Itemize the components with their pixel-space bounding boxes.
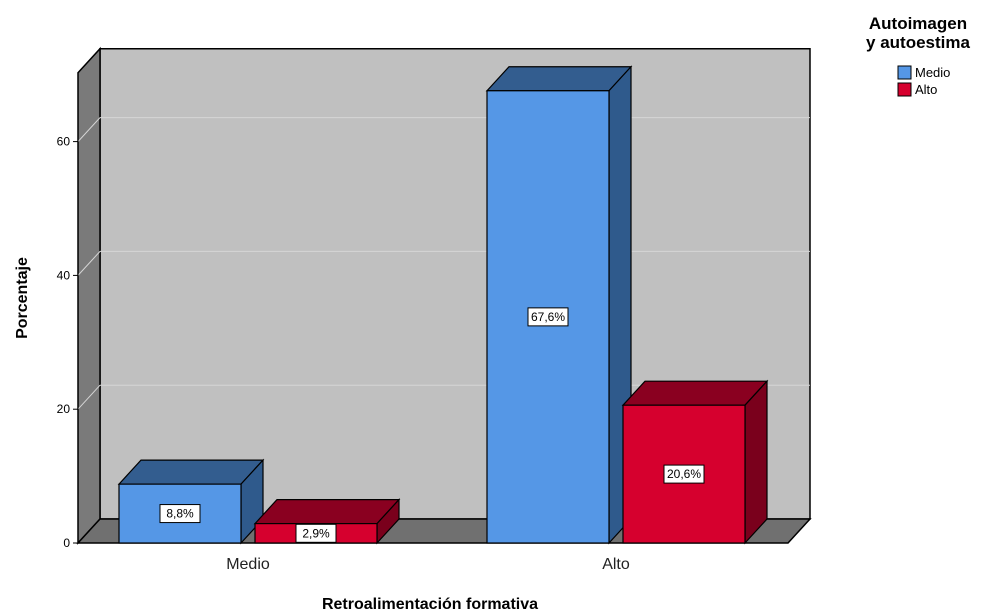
data-label: 2,9% (302, 526, 330, 540)
y-tick-label: 20 (57, 402, 71, 416)
data-label: 8,8% (166, 507, 194, 521)
gridline-side (77, 251, 101, 276)
x-tick-label: Alto (602, 556, 630, 573)
gridline-side (77, 117, 101, 142)
y-axis: 0 20 40 60 (57, 74, 79, 550)
bar-alto-alto: 20,6% (621, 379, 769, 545)
x-axis: Medio Alto (226, 556, 630, 573)
legend-title: Autoimagen (869, 14, 967, 33)
data-label: 67,6% (531, 310, 565, 324)
bar-alto-medio: 67,6% (485, 65, 633, 545)
y-tick-label: 40 (57, 268, 71, 282)
data-label: 20,6% (667, 467, 701, 481)
y-axis-title: Porcentaje (14, 257, 31, 339)
bar-top (621, 380, 769, 406)
data-label-box (527, 307, 569, 327)
legend-label-medio: Medio (915, 65, 950, 80)
bar-medio-alto: 2,9% (253, 498, 401, 545)
bar-top (485, 66, 633, 92)
data-label-box (663, 464, 705, 484)
legend-label-alto: Alto (915, 82, 937, 97)
y-tick-label: 60 (57, 135, 71, 149)
data-label-box (159, 504, 201, 524)
bar-top (253, 498, 401, 525)
gridline-side (77, 384, 101, 410)
bar-side (744, 379, 768, 545)
side-wall (77, 46, 101, 545)
legend-swatch-alto (897, 82, 912, 97)
bar-top (117, 459, 265, 485)
data-label-box (295, 523, 337, 543)
bar-medio-medio: 8,8% (117, 458, 265, 545)
y-tick-label: 0 (63, 536, 70, 550)
bars: 8,8% 2,9% 67,6% 20,6% (117, 65, 769, 545)
legend-title: y autoestima (866, 33, 970, 52)
x-axis-title: Retroalimentación formativa (322, 596, 538, 612)
x-tick-label: Medio (226, 556, 270, 573)
legend-swatch-medio (897, 65, 912, 80)
